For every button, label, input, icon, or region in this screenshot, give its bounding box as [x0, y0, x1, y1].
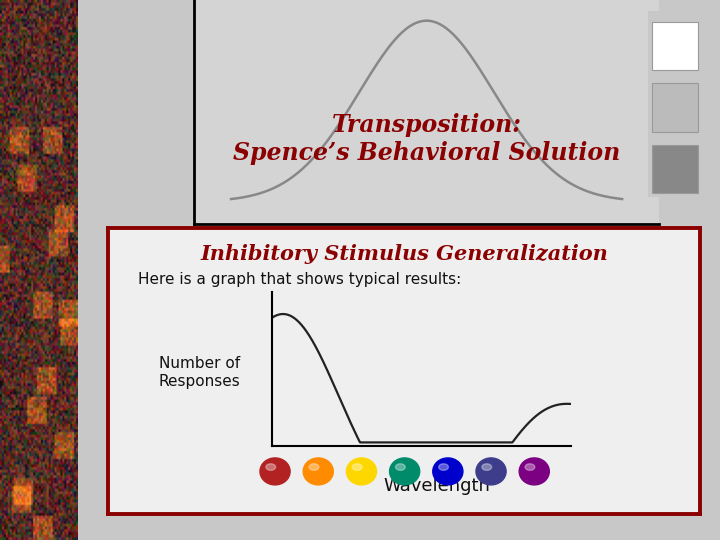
Ellipse shape	[309, 464, 319, 470]
Ellipse shape	[482, 464, 492, 470]
Ellipse shape	[303, 458, 333, 485]
FancyBboxPatch shape	[652, 22, 698, 70]
FancyBboxPatch shape	[652, 145, 698, 193]
Text: Transposition:
Spence’s Behavioral Solution: Transposition: Spence’s Behavioral Solut…	[233, 113, 620, 165]
Ellipse shape	[260, 458, 290, 485]
Ellipse shape	[266, 464, 276, 470]
Text: Here is a graph that shows typical results:: Here is a graph that shows typical resul…	[138, 272, 461, 287]
Text: Wavelength: Wavelength	[383, 477, 490, 496]
Ellipse shape	[346, 458, 377, 485]
Ellipse shape	[390, 458, 420, 485]
Text: Inhibitory Stimulus Generalization: Inhibitory Stimulus Generalization	[200, 244, 608, 264]
Ellipse shape	[438, 464, 449, 470]
Ellipse shape	[352, 464, 362, 470]
Ellipse shape	[395, 464, 405, 470]
Ellipse shape	[519, 458, 549, 485]
Ellipse shape	[433, 458, 463, 485]
Ellipse shape	[476, 458, 506, 485]
Ellipse shape	[525, 464, 535, 470]
Text: Number of
Responses: Number of Responses	[159, 356, 240, 389]
FancyBboxPatch shape	[652, 84, 698, 132]
